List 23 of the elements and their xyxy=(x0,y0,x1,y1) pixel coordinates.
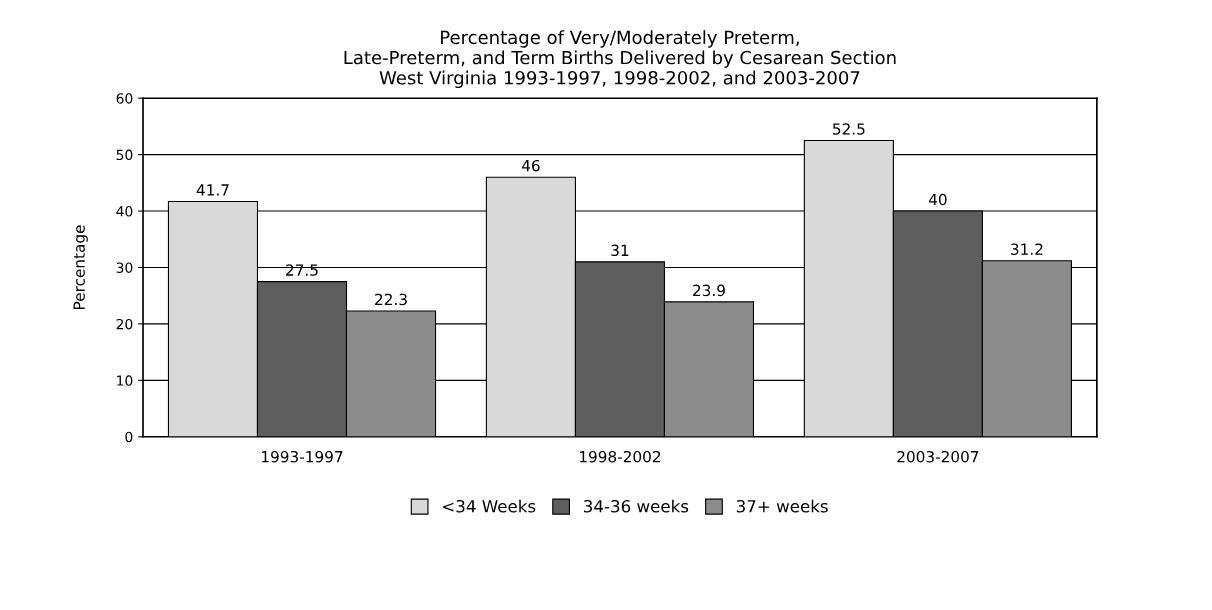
legend-label: 37+ weeks xyxy=(736,499,828,513)
x-tick-label: 1998-2002 xyxy=(579,450,661,463)
y-tick-label: 20 xyxy=(116,318,133,330)
y-axis-title: Percentage xyxy=(73,225,88,309)
y-tick-label: 10 xyxy=(117,375,133,386)
y-tick-label: 60 xyxy=(116,93,133,104)
x-tick-label: 2003-2007 xyxy=(897,450,979,463)
data-label: 31 xyxy=(611,244,629,257)
y-tick-label: 50 xyxy=(116,149,133,161)
legend-label: 34-36 weeks xyxy=(584,499,689,513)
data-label: 41.7 xyxy=(196,184,229,196)
data-label: 23.9 xyxy=(693,284,725,297)
y-tick-label: 0 xyxy=(125,431,133,443)
legend-label: <34 Weeks xyxy=(443,499,536,513)
data-label: 46 xyxy=(521,159,540,172)
data-label: 52.5 xyxy=(833,123,865,135)
data-label: 40 xyxy=(928,193,947,206)
data-label: 31.2 xyxy=(1011,243,1043,255)
chart-title: Percentage of Very/Moderately Preterm, Late-Preterm, and Term Births Delivered by Cesarean Section West Virginia 1993-1997, 1998-2002, and 2003-2007 xyxy=(344,30,896,89)
x-tick-label: 1993-1997 xyxy=(262,450,343,463)
data-label: 22.3 xyxy=(375,293,407,306)
y-tick-label: 40 xyxy=(116,206,133,217)
y-tick-label: 30 xyxy=(116,262,133,273)
